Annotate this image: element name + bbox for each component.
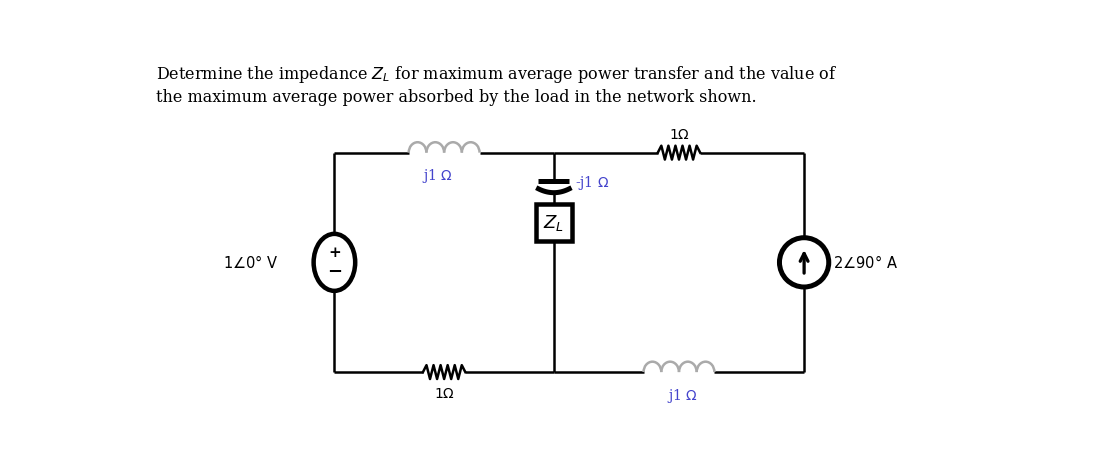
Text: -j1 $\Omega$: -j1 $\Omega$ bbox=[574, 174, 609, 191]
Text: $1\Omega$: $1\Omega$ bbox=[669, 128, 689, 142]
Text: j1 $\Omega$: j1 $\Omega$ bbox=[668, 387, 698, 405]
Text: j1 $\Omega$: j1 $\Omega$ bbox=[423, 167, 453, 185]
Text: $2\angle 90°\ \mathrm{A}$: $2\angle 90°\ \mathrm{A}$ bbox=[834, 254, 898, 271]
Text: Determine the impedance $Z_L$ for maximum average power transfer and the value o: Determine the impedance $Z_L$ for maximu… bbox=[156, 64, 837, 85]
Text: $1\Omega$: $1\Omega$ bbox=[434, 387, 454, 401]
Text: −: − bbox=[327, 263, 342, 281]
Text: $1\angle 0°\ \mathrm{V}$: $1\angle 0°\ \mathrm{V}$ bbox=[224, 254, 279, 271]
Text: +: + bbox=[328, 246, 341, 260]
Text: $Z_L$: $Z_L$ bbox=[543, 213, 564, 233]
Text: the maximum average power absorbed by the load in the network shown.: the maximum average power absorbed by th… bbox=[156, 89, 757, 106]
Bar bbox=[536, 204, 572, 241]
